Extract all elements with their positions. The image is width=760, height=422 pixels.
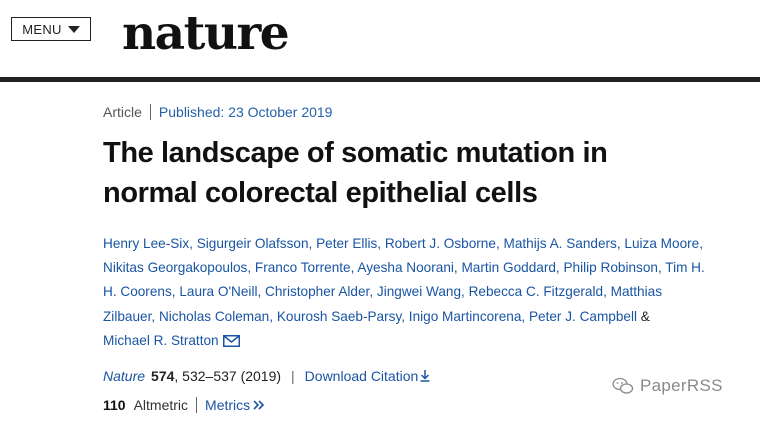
mail-icon[interactable] xyxy=(222,331,240,355)
journal-volume: 574 xyxy=(151,368,175,384)
author-link[interactable]: Kourosh Saeb-Parsy xyxy=(276,308,402,324)
wechat-icon xyxy=(612,377,634,394)
download-citation-link[interactable]: Download Citation xyxy=(305,368,431,384)
author-ampersand: & xyxy=(640,308,650,324)
watermark-text: PaperRSS xyxy=(640,376,723,395)
article-type: Article xyxy=(103,104,142,120)
altmetric-score: 110 xyxy=(103,397,126,413)
journal-pages: , 532–537 (2019) xyxy=(174,368,282,384)
author-link[interactable]: Martin Goddard xyxy=(461,260,556,276)
author-link[interactable]: Matthias Zilbauer xyxy=(103,284,662,324)
author-link[interactable]: Rebecca C. Fitzgerald xyxy=(468,284,604,300)
citation-line: Nature 574 , 532–537 (2019) | Download C… xyxy=(103,368,430,384)
metrics-link[interactable]: Metrics xyxy=(205,397,265,413)
menu-label: MENU xyxy=(22,21,62,37)
author-link[interactable]: Tim H. H. Coorens xyxy=(103,260,705,300)
author-list: Henry Lee-Six, Sigurgeir Olafsson, Peter… xyxy=(103,232,713,355)
altmetric-label: Altmetric xyxy=(133,397,189,413)
author-link[interactable]: Robert J. Osborne xyxy=(384,236,496,251)
author-link[interactable]: Peter J. Campbell xyxy=(528,308,637,324)
author-link[interactable]: Peter Ellis xyxy=(316,236,378,251)
article-meta: Article Published: 23 October 2019 xyxy=(103,104,332,120)
author-link[interactable]: Luiza Moore xyxy=(624,236,700,251)
author-link[interactable]: Ayesha Noorani xyxy=(357,260,454,276)
author-link[interactable]: Franco Torrente xyxy=(254,260,351,276)
meta-divider xyxy=(149,104,151,120)
journal-name[interactable]: Nature xyxy=(103,368,146,384)
nature-logo[interactable]: nature xyxy=(122,6,290,61)
author-link[interactable]: Christopher Alder xyxy=(265,284,370,300)
author-link[interactable]: Jingwei Wang xyxy=(376,284,462,300)
metrics-link-label: Metrics xyxy=(205,397,251,413)
author-link[interactable]: Nikitas Georgakopoulos xyxy=(103,260,248,276)
menu-button[interactable]: MENU xyxy=(11,17,91,41)
author-michael-stratton[interactable]: Michael R. Stratton xyxy=(103,332,219,348)
watermark: PaperRSS xyxy=(612,376,723,396)
chevron-down-icon xyxy=(67,25,80,33)
metrics-divider xyxy=(196,397,198,413)
article-title: The landscape of somatic mutation in nor… xyxy=(103,137,608,209)
download-icon xyxy=(420,370,430,382)
double-chevron-right-icon xyxy=(253,400,265,410)
author-link[interactable]: Henry Lee-Six xyxy=(103,236,190,251)
author-link[interactable]: Nicholas Coleman xyxy=(158,308,270,324)
published-date: Published: 23 October 2019 xyxy=(158,104,333,120)
citation-separator: | xyxy=(291,368,295,384)
author-link[interactable]: Mathijs A. Sanders xyxy=(503,236,617,251)
author-link[interactable]: Inigo Martincorena xyxy=(408,308,522,324)
header-divider xyxy=(0,77,760,82)
site-header: MENU nature xyxy=(0,0,760,78)
download-citation-label: Download Citation xyxy=(304,368,419,384)
metrics-line: 110 Altmetric Metrics xyxy=(103,397,265,413)
author-link[interactable]: Laura O'Neill xyxy=(179,284,258,300)
author-link[interactable]: Philip Robinson xyxy=(563,260,658,276)
author-link[interactable]: Sigurgeir Olafsson xyxy=(196,236,309,251)
